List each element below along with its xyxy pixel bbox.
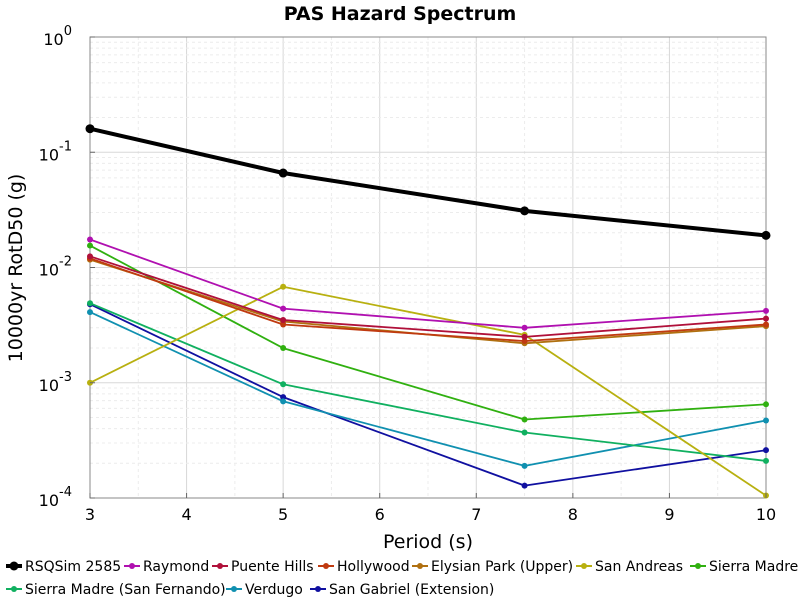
series-puente-hills — [87, 253, 769, 340]
legend-label: San Gabriel (Extension) — [329, 582, 494, 598]
legend-item: San Andreas — [576, 559, 683, 575]
legend-item: Sierra Madre — [690, 559, 798, 575]
data-point — [87, 300, 93, 307]
data-point — [521, 482, 528, 489]
x-tick-label: 5 — [278, 505, 288, 524]
series-line — [89, 302, 767, 462]
y-axis-ticks: 100 10-1 10-2 10-3 10-4 — [39, 24, 95, 510]
data-point — [87, 242, 93, 249]
y-tick-label: 10-2 — [39, 255, 72, 280]
legend-swatch-marker — [9, 561, 19, 571]
data-point — [763, 307, 769, 314]
legend-swatch-marker — [581, 563, 587, 569]
legend-swatch-marker — [217, 563, 223, 569]
legend-label: Elysian Park (Upper) — [431, 559, 573, 575]
legend-item: Elysian Park (Upper) — [412, 559, 573, 575]
legend-item: Hollywood — [318, 559, 410, 575]
x-tick-label: 8 — [568, 505, 578, 524]
series-line — [89, 285, 767, 497]
data-point — [87, 309, 93, 316]
y-axis-label: 10000yr RotD50 (g) — [5, 174, 27, 363]
data-point — [280, 394, 287, 401]
data-point — [280, 283, 287, 290]
data-point — [520, 206, 530, 216]
legend-label: RSQSim 2585 — [25, 559, 121, 575]
series-line — [89, 311, 767, 467]
series-layer — [85, 124, 771, 499]
legend-swatch-marker — [11, 586, 17, 592]
data-point — [763, 417, 769, 424]
data-point — [280, 381, 287, 388]
x-tick-label: 4 — [181, 505, 191, 524]
series-hollywood — [87, 255, 769, 345]
series-line — [89, 257, 767, 343]
data-point — [521, 429, 528, 436]
legend-label: Sierra Madre — [709, 559, 798, 575]
data-point — [278, 168, 288, 178]
legend-label: Raymond — [143, 559, 209, 575]
legend-label: Hollywood — [337, 559, 410, 575]
x-axis-ticks: 3 4 5 6 7 8 9 10 — [85, 493, 776, 524]
data-point — [521, 416, 528, 423]
y-tick-label: 100 — [43, 24, 72, 49]
data-point — [763, 447, 769, 454]
x-tick-label: 7 — [471, 505, 481, 524]
legend-swatch-marker — [315, 586, 321, 592]
legend-swatch-marker — [129, 563, 135, 569]
data-point — [763, 457, 769, 464]
legend-item: RSQSim 2585 — [6, 559, 121, 575]
legend-item: Puente Hills — [212, 559, 314, 575]
series-verdugo — [87, 309, 769, 469]
series-rsqsim-2585 — [85, 124, 771, 240]
legend-item: Raymond — [124, 559, 209, 575]
data-point — [763, 401, 769, 408]
legend-label: Puente Hills — [231, 559, 314, 575]
legend-item: Verdugo — [226, 582, 303, 598]
series-raymond — [87, 236, 769, 331]
chart-title: PAS Hazard Spectrum — [284, 3, 517, 25]
x-tick-label: 9 — [664, 505, 674, 524]
x-tick-label: 6 — [375, 505, 385, 524]
data-point — [763, 315, 769, 322]
series-sierra-madre — [87, 242, 769, 423]
data-point — [87, 236, 93, 243]
legend-swatch-marker — [323, 563, 329, 569]
data-point — [280, 345, 287, 352]
data-point — [280, 305, 287, 312]
legend-label: San Andreas — [595, 559, 683, 575]
data-point — [521, 338, 528, 345]
data-point — [85, 124, 95, 134]
series-line — [89, 303, 767, 487]
legend: RSQSim 2585 Raymond Puente Hills Hollywood E… — [6, 559, 798, 598]
legend-item: San Gabriel (Extension) — [310, 582, 494, 598]
y-tick-label: 10-1 — [39, 139, 72, 164]
data-point — [87, 253, 93, 260]
x-tick-label: 3 — [85, 505, 95, 524]
series-line — [89, 126, 767, 238]
data-point — [280, 398, 287, 405]
legend-swatch-marker — [695, 563, 701, 569]
legend-swatch-marker — [231, 586, 237, 592]
data-point — [521, 462, 528, 469]
x-axis-label: Period (s) — [383, 531, 473, 553]
data-point — [521, 324, 528, 331]
legend-swatch-marker — [417, 563, 423, 569]
series-line — [89, 244, 767, 421]
y-tick-label: 10-3 — [39, 370, 72, 395]
data-point — [521, 333, 528, 340]
series-sierra-madre-san-fernando — [87, 300, 769, 464]
y-tick-label: 10-4 — [39, 485, 72, 510]
data-point — [280, 317, 287, 324]
data-point — [761, 230, 771, 240]
data-point — [280, 321, 287, 328]
legend-label: Verdugo — [245, 582, 303, 598]
legend-item: Sierra Madre (San Fernando) — [6, 582, 226, 598]
series-line — [89, 255, 767, 338]
data-point — [763, 321, 769, 328]
legend-label: Sierra Madre (San Fernando) — [25, 582, 226, 598]
series-line — [89, 238, 767, 329]
x-tick-label: 10 — [756, 505, 776, 524]
